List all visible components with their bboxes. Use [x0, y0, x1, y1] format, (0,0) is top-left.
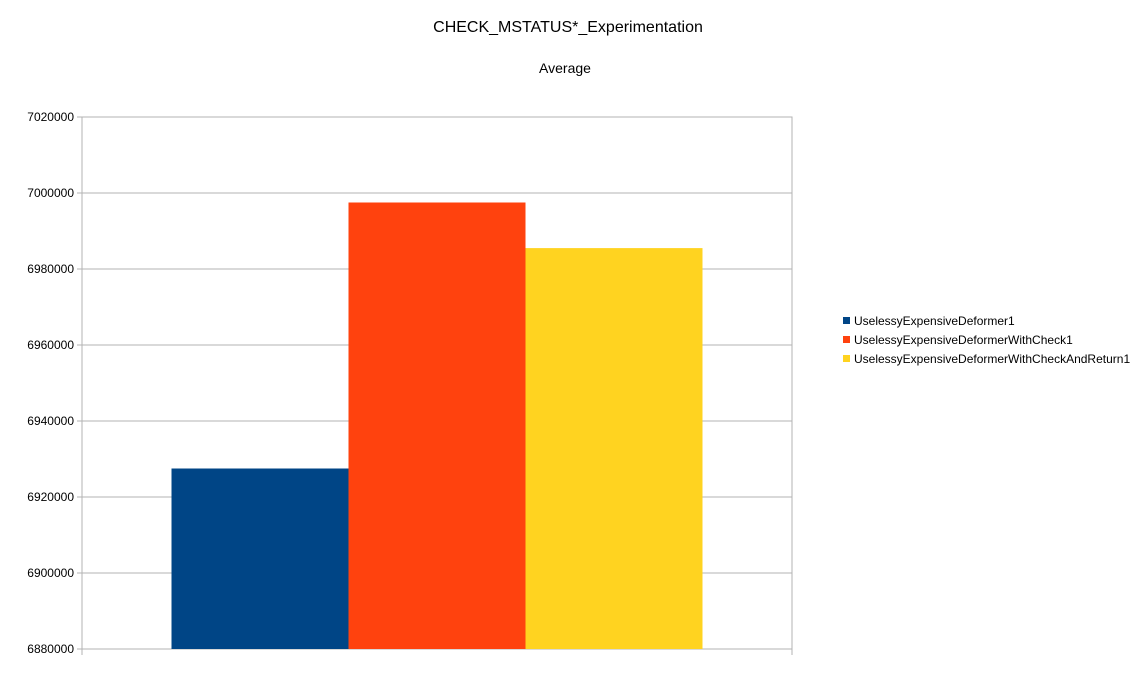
- y-tick-label: 6920000: [27, 490, 74, 504]
- y-tick-label: 6960000: [27, 338, 74, 352]
- legend-label: UselessyExpensiveDeformerWithCheck1: [854, 333, 1073, 347]
- chart-title: CHECK_MSTATUS*_Experimentation: [433, 19, 703, 36]
- legend-label: UselessyExpensiveDeformer1: [854, 314, 1015, 328]
- legend-swatch: [843, 336, 850, 343]
- chart-subtitle: Average: [539, 60, 591, 76]
- y-tick-label: 6900000: [27, 566, 74, 580]
- legend-swatch: [843, 317, 850, 324]
- bars: [171, 202, 703, 649]
- bar-series-2: [348, 202, 526, 649]
- y-tick-label: 6940000: [27, 414, 74, 428]
- bar-series-1: [171, 468, 349, 649]
- y-axis-ticks: 7020000 7000000 6980000 6960000 6940000 69200…: [27, 110, 793, 656]
- legend-swatch: [843, 355, 850, 362]
- y-tick-label: 6880000: [27, 642, 74, 656]
- y-tick-label: 7000000: [27, 186, 74, 200]
- bar-series-3: [525, 248, 703, 649]
- legend: UselessyExpensiveDeformer1 UselessyExpens…: [843, 314, 1130, 366]
- y-tick-label: 7020000: [27, 110, 74, 124]
- y-tick-label: 6980000: [27, 262, 74, 276]
- legend-label: UselessyExpensiveDeformerWithCheckAndRet…: [854, 352, 1130, 366]
